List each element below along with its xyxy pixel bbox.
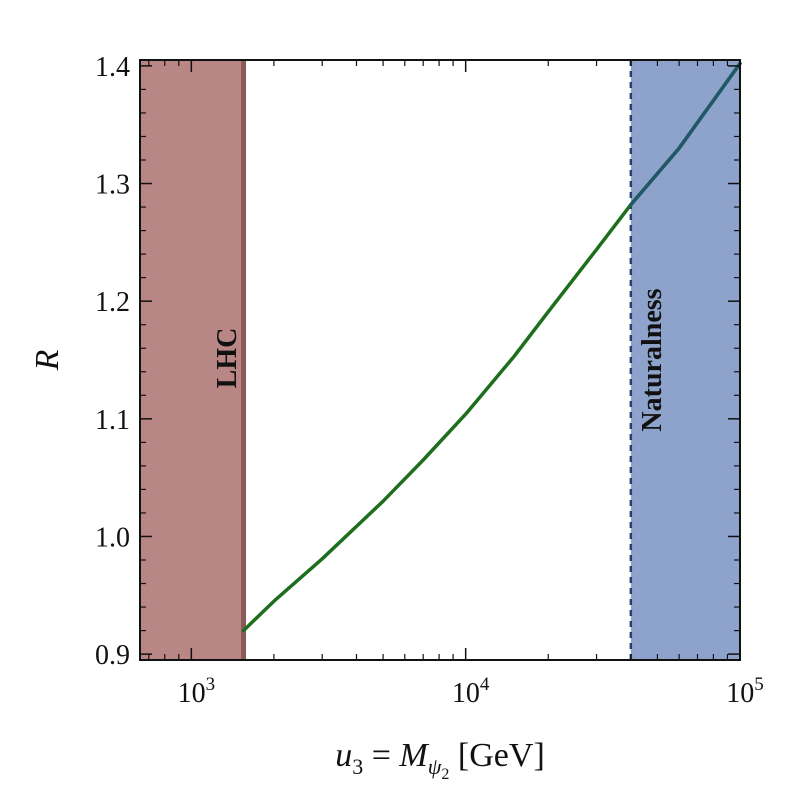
- region-label-lhc: LHC: [212, 328, 243, 389]
- x-axis-title: u3 = Mψ2 [GeV]: [335, 737, 545, 783]
- x-tick-label: 104: [452, 674, 490, 709]
- region-lhc: [140, 60, 244, 660]
- series-line-overlay: [629, 61, 742, 207]
- y-tick-label: 1.0: [95, 522, 130, 553]
- y-axis-title: R: [29, 349, 66, 371]
- axis-labels: 0.9 1.0 1.1 1.2 1.3 1.4 103 104 105 u3 = Mψ2 [GeV…: [29, 52, 764, 783]
- y-tick-label: 1.2: [95, 287, 130, 318]
- y-tick-label: 1.3: [95, 170, 130, 201]
- y-tick-label: 1.4: [95, 52, 130, 83]
- region-naturalness: [630, 60, 740, 660]
- region-label-naturalness: Naturalness: [637, 288, 668, 431]
- plot-frame: [139, 59, 741, 661]
- x-tick-label: 105: [726, 674, 764, 709]
- y-tick-label: 1.1: [95, 405, 130, 436]
- exclusion-regions: [140, 60, 740, 660]
- y-tick-label: 0.9: [95, 640, 130, 671]
- series-layer: [241, 61, 742, 633]
- x-tick-label: 103: [178, 674, 216, 709]
